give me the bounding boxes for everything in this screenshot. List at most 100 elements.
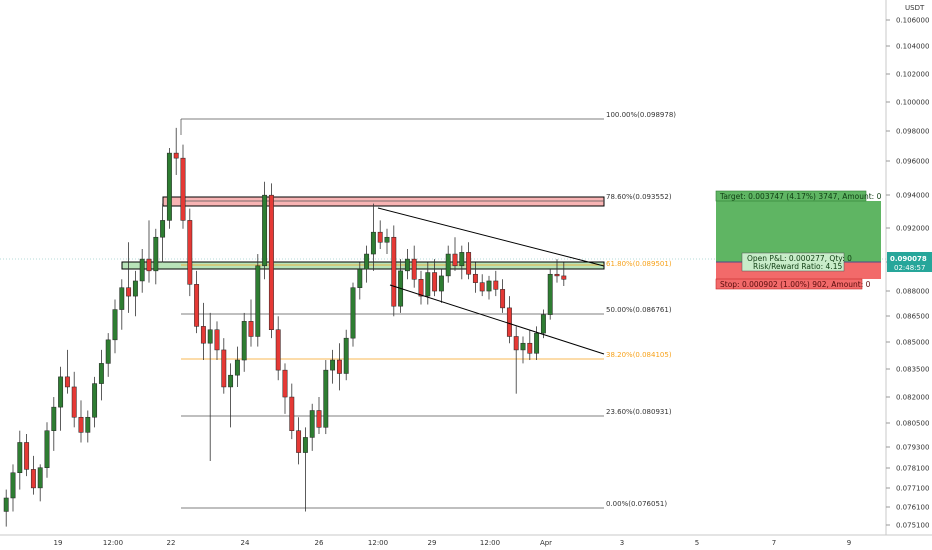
candle[interactable]	[336, 343, 342, 391]
candle[interactable]	[500, 279, 506, 313]
support-zone[interactable]	[121, 261, 605, 270]
candle[interactable]	[10, 464, 16, 512]
candle[interactable]	[520, 336, 526, 364]
candle[interactable]	[126, 242, 132, 313]
candle[interactable]	[58, 366, 64, 431]
candle[interactable]	[44, 422, 50, 478]
candle-body	[330, 359, 336, 371]
candle[interactable]	[486, 275, 492, 300]
candle[interactable]	[200, 302, 206, 361]
candle[interactable]	[105, 333, 111, 377]
candle[interactable]	[234, 346, 240, 387]
candle[interactable]	[146, 220, 152, 283]
long-position-tool[interactable]: Target: 0.003747 (4.17%) 3747, Amount: 0…	[715, 190, 882, 290]
candle[interactable]	[85, 410, 91, 443]
candle[interactable]	[166, 148, 172, 229]
candle[interactable]	[479, 274, 485, 297]
candle[interactable]	[506, 296, 512, 344]
candle[interactable]	[187, 208, 193, 297]
candle[interactable]	[78, 400, 84, 443]
candle[interactable]	[404, 248, 410, 280]
candle[interactable]	[323, 360, 329, 435]
candle[interactable]	[160, 203, 166, 263]
candle[interactable]	[262, 181, 268, 280]
candle-body	[160, 220, 166, 238]
price-tick-label: 0.076100	[896, 504, 929, 512]
candle[interactable]	[282, 363, 288, 414]
channel-lower-line[interactable]	[389, 284, 605, 355]
candle[interactable]	[513, 326, 519, 394]
candle[interactable]	[194, 270, 200, 334]
candle[interactable]	[330, 349, 336, 384]
candle[interactable]	[561, 262, 567, 287]
candle[interactable]	[316, 397, 322, 435]
candle[interactable]	[24, 434, 30, 477]
candle[interactable]	[302, 427, 308, 512]
candle[interactable]	[221, 338, 227, 394]
channel-upper-line[interactable]	[377, 207, 605, 267]
candle[interactable]	[275, 316, 281, 381]
candle[interactable]	[350, 282, 356, 347]
candle[interactable]	[37, 464, 43, 502]
candle[interactable]	[384, 228, 390, 255]
candle[interactable]	[527, 329, 533, 361]
candle[interactable]	[241, 312, 247, 372]
candle[interactable]	[180, 144, 186, 229]
candle[interactable]	[30, 455, 36, 495]
candle[interactable]	[438, 269, 444, 303]
candle[interactable]	[554, 259, 560, 283]
candle[interactable]	[92, 376, 98, 428]
descending-channel[interactable]	[377, 207, 605, 355]
candle[interactable]	[547, 269, 553, 320]
candle[interactable]	[132, 270, 138, 317]
candle[interactable]	[296, 417, 302, 465]
candle[interactable]	[466, 242, 472, 280]
candle[interactable]	[173, 127, 179, 175]
candle[interactable]	[418, 270, 424, 305]
candle[interactable]	[364, 245, 370, 283]
fibonacci-retracement[interactable]: 100.00%(0.098978) 78.60%(0.093552) 61.80…	[180, 111, 676, 509]
candle[interactable]	[228, 363, 234, 428]
candle[interactable]	[377, 220, 383, 249]
candle[interactable]	[309, 403, 315, 451]
candle[interactable]	[459, 245, 465, 280]
risk-reward-label: Risk/Reward Ratio: 4.15	[753, 262, 842, 271]
candle[interactable]	[3, 489, 9, 527]
candle[interactable]	[139, 248, 145, 293]
candle[interactable]	[248, 299, 254, 347]
candle[interactable]	[255, 254, 261, 347]
candle[interactable]	[493, 270, 499, 297]
candle[interactable]	[17, 430, 23, 490]
candle[interactable]	[540, 309, 546, 339]
candle[interactable]	[268, 183, 274, 339]
stop-label-box	[715, 278, 863, 290]
resistance-zone[interactable]	[162, 196, 605, 207]
time-axis[interactable]: 19 12:00 22 24 26 12:00 29 12:00 Apr 3 5 7 9	[0, 534, 932, 547]
candle[interactable]	[71, 371, 77, 428]
candlestick-series[interactable]	[3, 127, 567, 527]
candle[interactable]	[343, 329, 349, 381]
candle[interactable]	[391, 225, 397, 317]
candle[interactable]	[432, 259, 438, 297]
candle[interactable]	[357, 262, 363, 300]
candle[interactable]	[370, 203, 376, 271]
candle[interactable]	[445, 245, 451, 283]
candle[interactable]	[452, 237, 458, 271]
position-profit-zone[interactable]	[716, 201, 881, 262]
candle[interactable]	[411, 245, 417, 288]
candle[interactable]	[207, 312, 213, 461]
candle[interactable]	[119, 279, 125, 330]
candle[interactable]	[153, 228, 159, 285]
candle[interactable]	[289, 383, 295, 440]
candle-body	[30, 469, 36, 489]
candle[interactable]	[112, 299, 118, 354]
candle-body	[520, 342, 526, 351]
candle[interactable]	[98, 349, 104, 401]
candle[interactable]	[64, 349, 70, 394]
candle[interactable]	[214, 321, 220, 361]
price-axis[interactable]: USDT 0.106000 0.104000 0.102000 0.100000 0.0…	[885, 0, 929, 535]
candle[interactable]	[51, 397, 57, 451]
candle[interactable]	[472, 262, 478, 293]
